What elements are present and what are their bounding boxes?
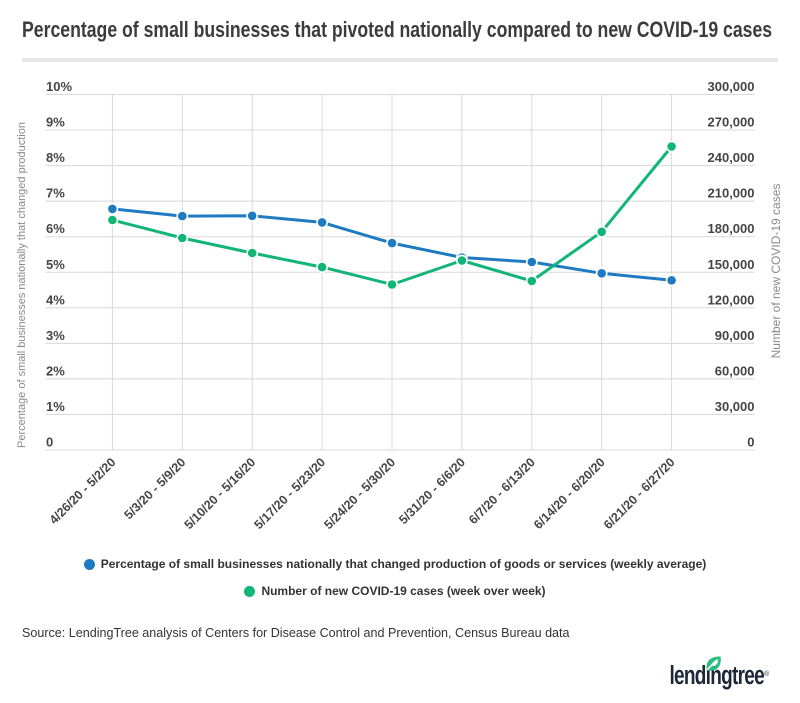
svg-text:7%: 7% <box>46 186 65 201</box>
svg-text:120,000: 120,000 <box>708 292 755 307</box>
svg-text:60,000: 60,000 <box>715 363 755 378</box>
svg-text:6/7/20 - 6/13/20: 6/7/20 - 6/13/20 <box>466 455 538 527</box>
svg-text:0: 0 <box>747 435 754 450</box>
svg-text:30,000: 30,000 <box>715 399 755 414</box>
svg-text:150,000: 150,000 <box>708 257 755 272</box>
svg-text:2%: 2% <box>46 363 65 378</box>
svg-text:5/3/20 - 5/9/20: 5/3/20 - 5/9/20 <box>122 455 189 522</box>
svg-text:®: ® <box>764 670 770 678</box>
svg-text:180,000: 180,000 <box>708 221 755 236</box>
svg-text:240,000: 240,000 <box>708 150 755 165</box>
svg-text:90,000: 90,000 <box>715 328 755 343</box>
svg-text:6/21/20 - 6/27/20: 6/21/20 - 6/27/20 <box>601 455 678 532</box>
svg-text:8%: 8% <box>46 150 65 165</box>
svg-text:210,000: 210,000 <box>708 186 755 201</box>
svg-text:Number of new COVID-19 cases: Number of new COVID-19 cases <box>769 184 783 359</box>
svg-text:1%: 1% <box>46 399 65 414</box>
svg-text:9%: 9% <box>46 115 65 130</box>
svg-text:5/24/20 - 5/30/20: 5/24/20 - 5/30/20 <box>321 455 398 532</box>
svg-text:6/14/20 - 6/20/20: 6/14/20 - 6/20/20 <box>531 455 608 532</box>
svg-text:5/17/20 - 5/23/20: 5/17/20 - 5/23/20 <box>251 455 328 532</box>
svg-text:6%: 6% <box>46 221 65 236</box>
svg-text:270,000: 270,000 <box>708 115 755 130</box>
svg-text:4%: 4% <box>46 292 65 307</box>
svg-text:3%: 3% <box>46 328 65 343</box>
svg-text:300,000: 300,000 <box>708 79 755 94</box>
svg-text:5/10/20 - 5/16/20: 5/10/20 - 5/16/20 <box>182 455 259 532</box>
svg-text:5/31/20 - 6/6/20: 5/31/20 - 6/6/20 <box>396 455 468 527</box>
svg-text:5%: 5% <box>46 257 65 272</box>
svg-text:10%: 10% <box>46 79 72 94</box>
svg-text:4/26/20 - 5/2/20: 4/26/20 - 5/2/20 <box>47 455 119 527</box>
svg-text:Percentage of small businesses: Percentage of small businesses nationall… <box>16 122 28 448</box>
svg-text:0: 0 <box>46 435 53 450</box>
